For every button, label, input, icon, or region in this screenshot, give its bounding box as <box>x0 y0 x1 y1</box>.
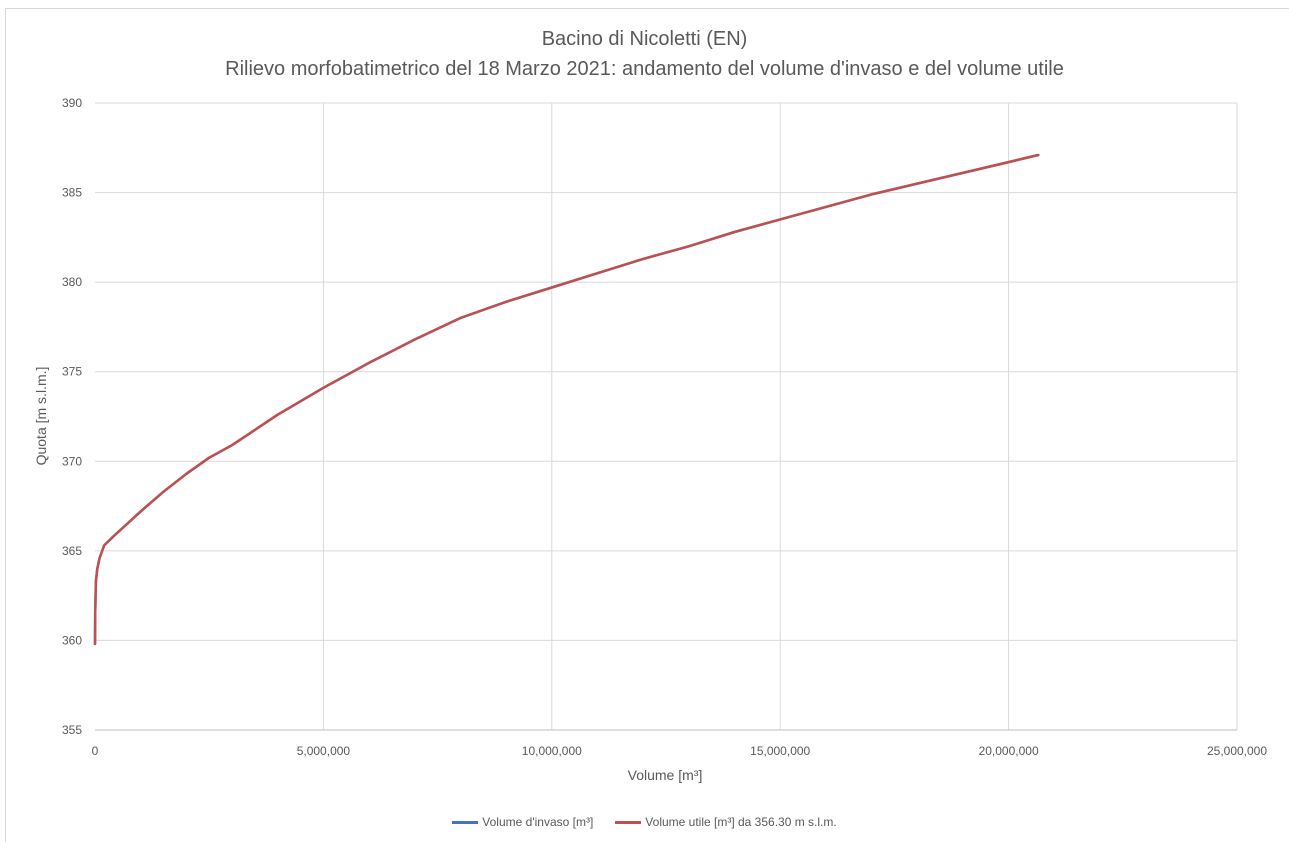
vertical-gridlines <box>322 103 1238 730</box>
series-lines <box>93 153 1040 646</box>
horizontal-gridlines <box>95 102 1237 641</box>
x-axis-label: Volume [m³] <box>628 767 703 783</box>
chart-subtitle: Rilievo morfobatimetrico del 18 Marzo 20… <box>225 58 1064 80</box>
y-tick-labels: 355 360 365 370 375 380 385 390 <box>62 96 82 737</box>
y-tick-label: 375 <box>62 365 82 379</box>
y-axis-label: Quota [m s.l.m.] <box>33 367 49 466</box>
legend-label-volume-invaso: Volume d'invaso [m³] <box>482 815 594 829</box>
series-line-volume-utile <box>93 153 1040 646</box>
x-tick-label: 20,000,000 <box>979 744 1039 758</box>
legend-item-volume-utile: Volume utile [m³] da 356.30 m s.l.m. <box>615 815 837 829</box>
y-tick-label: 385 <box>62 186 82 200</box>
legend-swatch-volume-utile <box>615 820 642 824</box>
legend-item-volume-invaso: Volume d'invaso [m³] <box>452 815 593 829</box>
x-tick-label: 25,000,000 <box>1207 744 1267 758</box>
y-tick-label: 360 <box>62 633 82 647</box>
x-tick-label: 0 <box>92 744 99 758</box>
y-tick-label: 365 <box>62 544 82 558</box>
legend: Volume d'invaso [m³] Volume utile [m³] d… <box>0 815 1289 829</box>
y-tick-label: 390 <box>62 96 82 110</box>
x-tick-labels: 0 5,000,000 10,000,000 15,000,000 20,000,000… <box>92 744 1268 758</box>
chart-frame <box>5 8 1289 842</box>
series-line-volume-invaso <box>93 153 1040 646</box>
legend-swatch-volume-invaso <box>452 820 479 824</box>
legend-label-volume-utile: Volume utile [m³] da 356.30 m s.l.m. <box>645 815 837 829</box>
x-tick-label: 5,000,000 <box>297 744 351 758</box>
y-tick-label: 355 <box>62 723 82 737</box>
y-tick-label: 380 <box>62 275 82 289</box>
x-tick-label: 15,000,000 <box>750 744 810 758</box>
chart-title: Bacino di Nicoletti (EN) <box>541 28 748 50</box>
y-tick-label: 370 <box>62 454 82 468</box>
x-tick-label: 10,000,000 <box>522 744 582 758</box>
